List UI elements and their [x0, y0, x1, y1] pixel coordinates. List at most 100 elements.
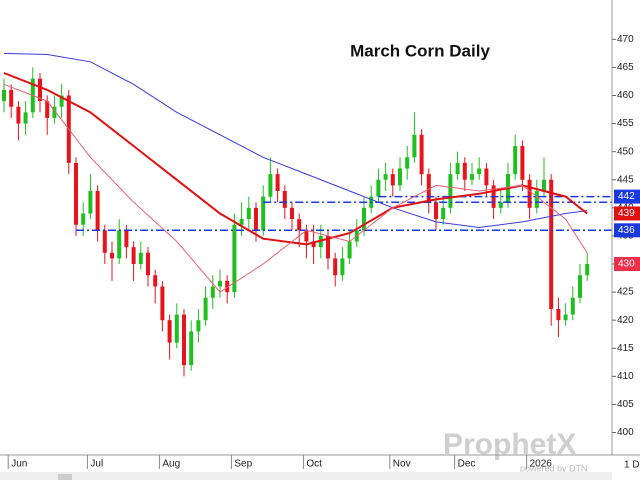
x-tick-label: Sep: [234, 459, 252, 470]
y-tick-label: 400: [617, 427, 634, 438]
candle-body: [2, 89, 6, 102]
x-tick-label: Nov: [393, 459, 411, 470]
y-tick-label: 415: [617, 343, 634, 354]
candle-body: [470, 174, 474, 180]
x-tick-label: 2026: [530, 459, 553, 470]
scrollbar[interactable]: [0, 472, 612, 480]
candle-body: [398, 168, 402, 186]
candle-body: [38, 78, 42, 102]
y-tick-label: 405: [617, 399, 634, 410]
x-tick-label: Jul: [90, 459, 103, 470]
watermark-logo: ProphetX: [443, 428, 576, 461]
candle-body: [282, 190, 287, 208]
candle-body: [124, 230, 129, 248]
moving-average: [3, 52, 588, 229]
candle-body: [117, 230, 122, 259]
watermark-sub: powered by DTN: [520, 463, 588, 473]
y-tick-label: 465: [617, 62, 634, 73]
candle-body: [81, 213, 86, 225]
candle-body: [297, 219, 302, 231]
candle-body: [189, 331, 194, 366]
candle-body: [52, 106, 57, 118]
candle-body: [498, 202, 503, 208]
candle-body: [549, 179, 554, 309]
candle-body: [45, 101, 50, 118]
candle-body: [462, 162, 467, 180]
timeframe[interactable]: 1 D: [624, 460, 640, 471]
candle-body: [138, 252, 143, 265]
price-tag: [614, 206, 640, 221]
price-tag: [614, 223, 640, 238]
candle-body: [405, 157, 410, 169]
candle-body: [376, 179, 381, 197]
candle-body: [419, 134, 424, 175]
price-tag-label: 430: [618, 259, 635, 270]
x-tick-label: Jun: [11, 459, 27, 470]
candle-body: [146, 252, 150, 276]
candle-body: [110, 252, 114, 259]
candle-body: [542, 179, 546, 191]
candle-body: [390, 174, 395, 186]
candle-body: [434, 202, 438, 220]
candle-body: [326, 235, 330, 259]
candle-body: [455, 162, 460, 175]
candle-body: [59, 95, 64, 107]
candle-body: [585, 264, 590, 276]
x-tick-label: Dec: [458, 459, 476, 470]
candle-body: [174, 314, 179, 343]
y-tick-label: 450: [617, 146, 634, 157]
candle-body: [477, 168, 482, 175]
candle-body: [254, 207, 258, 231]
candle-body: [448, 174, 453, 208]
y-tick-label: 460: [617, 90, 634, 101]
candle-body: [74, 162, 78, 225]
candle-body: [534, 190, 539, 208]
candle-body: [484, 168, 489, 186]
price-tag-label: 439: [618, 208, 635, 219]
scroll-thumb[interactable]: [58, 474, 72, 480]
candle-body: [225, 280, 230, 293]
moving-average: [3, 83, 588, 293]
candle-body: [275, 174, 280, 191]
candle-body: [23, 112, 28, 124]
candle-body: [412, 134, 417, 158]
candle-body: [16, 106, 21, 124]
y-tick-label: 455: [617, 118, 634, 129]
price-tag-label: 442: [618, 191, 635, 202]
moving-average: [3, 72, 588, 246]
y-tick-label: 420: [617, 315, 634, 326]
candle-body: [304, 230, 309, 242]
x-tick-label: Oct: [306, 459, 322, 470]
candle-body: [513, 146, 518, 175]
y-tick-label: 470: [617, 34, 634, 45]
candle-body: [362, 207, 366, 231]
candle-body: [239, 219, 244, 225]
candle-body: [347, 241, 352, 259]
candle-body: [210, 286, 215, 298]
candle-body: [311, 241, 316, 248]
price-tag: [614, 257, 640, 272]
candle-body: [88, 190, 93, 214]
candle-body: [441, 207, 446, 220]
chart-title: March Corn Daily: [350, 41, 490, 60]
candle-body: [383, 174, 388, 180]
price-tag: [614, 189, 640, 204]
candle-body: [290, 207, 294, 220]
candle-body: [102, 230, 107, 253]
candle-body: [9, 89, 14, 107]
candle-body: [196, 320, 201, 332]
candle-body: [426, 174, 431, 203]
candle-body: [246, 207, 251, 220]
candle-body: [218, 280, 222, 287]
candle-body: [261, 196, 266, 231]
candle-body: [232, 224, 237, 293]
candle-body: [563, 314, 568, 321]
candle-body: [167, 320, 172, 343]
candle-body: [268, 174, 273, 197]
candle-body: [131, 247, 136, 265]
y-tick-label: 425: [617, 287, 634, 298]
candle-body: [578, 275, 582, 298]
candle-body: [333, 258, 338, 276]
candle-body: [182, 314, 186, 366]
